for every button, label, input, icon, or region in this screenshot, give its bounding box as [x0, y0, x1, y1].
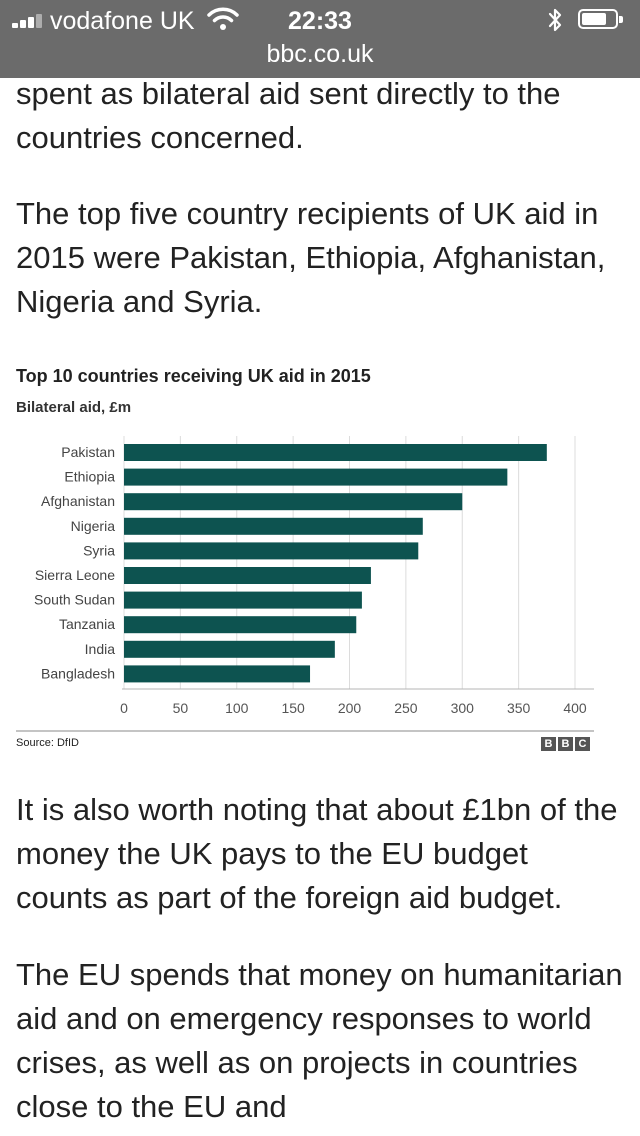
- article-paragraph: The top five country recipients of UK ai…: [16, 196, 606, 319]
- category-label: Tanzania: [59, 616, 115, 632]
- battery-icon: [578, 9, 623, 29]
- carrier-name: vodafone UK: [50, 7, 195, 35]
- bar: [124, 640, 335, 658]
- bar: [124, 444, 547, 461]
- category-label: Syria: [83, 542, 115, 558]
- wifi-icon: [207, 7, 239, 30]
- x-tick-label: 50: [173, 700, 189, 716]
- chart-title: Top 10 countries receiving UK aid in 201…: [16, 366, 371, 386]
- status-bar: vodafone UK 22:33 bbc.co.uk: [0, 0, 640, 78]
- bar: [124, 591, 362, 609]
- bar: [124, 493, 463, 511]
- x-tick-label: 150: [281, 700, 305, 716]
- x-tick-label: 200: [338, 700, 362, 716]
- bar: [124, 468, 508, 486]
- category-label: South Sudan: [34, 592, 115, 608]
- category-label: Pakistan: [61, 444, 115, 460]
- bluetooth-icon: [548, 8, 562, 32]
- article-paragraph: The EU spends that money on humanitarian…: [16, 957, 623, 1124]
- address-bar-url[interactable]: bbc.co.uk: [266, 40, 374, 68]
- bar: [124, 616, 357, 634]
- bbc-logo-block: B: [541, 737, 556, 751]
- x-tick-label: 300: [451, 700, 475, 716]
- chart-source: Source: DfID: [16, 737, 79, 749]
- clock: 22:33: [288, 7, 352, 35]
- chart-subtitle: Bilateral aid, £m: [16, 399, 132, 416]
- category-label: Sierra Leone: [35, 567, 115, 583]
- category-label: Ethiopia: [64, 469, 115, 485]
- article-paragraph: It is also worth noting that about £1bn …: [16, 792, 618, 915]
- x-tick-label: 0: [120, 700, 128, 716]
- article-paragraph: spent as bilateral aid sent directly to …: [16, 76, 561, 155]
- bar: [124, 567, 371, 584]
- bar: [124, 665, 311, 683]
- signal-strength-icon: [12, 14, 52, 28]
- category-label: India: [85, 641, 116, 657]
- x-tick-label: 400: [563, 700, 587, 716]
- x-tick-label: 350: [507, 700, 531, 716]
- bar-chart: Pakistan Ethiopia Afghanistan Nigeria Syria S…: [16, 436, 594, 732]
- category-label: Nigeria: [71, 518, 116, 534]
- bbc-logo-block: C: [575, 737, 590, 751]
- bar: [124, 542, 419, 560]
- bar: [124, 517, 423, 535]
- x-tick-label: 100: [225, 700, 249, 716]
- bbc-logo-block: B: [558, 737, 573, 751]
- category-label: Bangladesh: [41, 665, 115, 681]
- x-tick-label: 250: [394, 700, 418, 716]
- category-label: Afghanistan: [41, 493, 115, 509]
